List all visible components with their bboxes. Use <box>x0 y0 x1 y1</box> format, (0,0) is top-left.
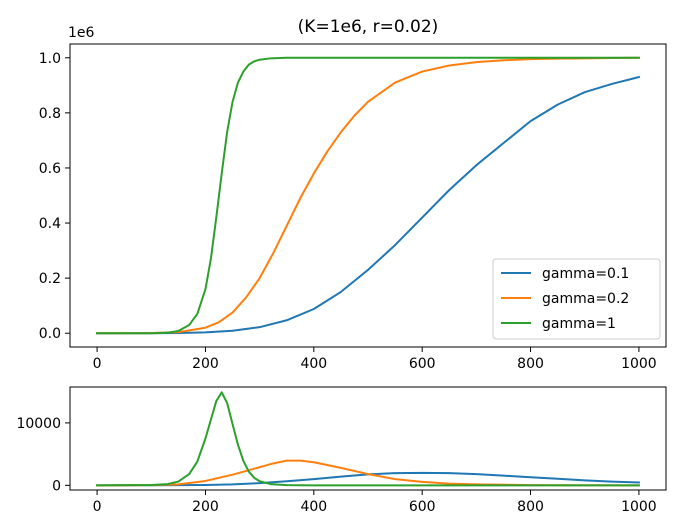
bottom-axes-frame <box>69 386 667 491</box>
top-x-tick-label: 400 <box>300 356 327 372</box>
top-x-tick-label: 1000 <box>621 356 657 372</box>
top-x-tick-label: 0 <box>93 356 102 372</box>
top-y-tick-label: 1.0 <box>39 51 61 67</box>
legend-label-2: gamma=1 <box>542 316 616 332</box>
top-x-tick-label: 600 <box>409 356 436 372</box>
bottom-x-tick-label: 400 <box>300 499 327 515</box>
bottom-x-tick-label: 1000 <box>621 499 657 515</box>
legend-label-1: gamma=0.2 <box>542 291 629 307</box>
top-y-tick-label: 0.2 <box>39 271 61 287</box>
top-plot-area: 0 200 400 600 800 1000 0.0 0.2 0.4 0.6 0.8 1.0 <box>39 43 667 372</box>
legend-label-0: gamma=0.1 <box>542 266 629 282</box>
top-series-line-1 <box>96 56 640 335</box>
bottom-series-line-0 <box>96 471 640 487</box>
top-x-tick-label: 800 <box>517 356 544 372</box>
top-x-tick-label: 200 <box>192 356 219 372</box>
top-y-tick-label: 0.6 <box>39 161 61 177</box>
bottom-x-tick-label: 800 <box>517 499 544 515</box>
chart-title: (K=1e6, r=0.02) <box>298 17 439 37</box>
top-axes-frame <box>69 43 667 348</box>
legend-box <box>492 258 661 340</box>
bottom-x-tick-label: 0 <box>93 499 102 515</box>
top-series-line-2 <box>96 56 640 335</box>
top-series-line-0 <box>96 75 641 335</box>
legend: gamma=0.1 gamma=0.2 gamma=1 <box>492 258 661 340</box>
bottom-x-tick-label: 200 <box>192 499 219 515</box>
top-y-tick-label: 0.0 <box>39 326 61 342</box>
top-y-tick-label: 0.4 <box>39 216 61 232</box>
bottom-series-line-2 <box>96 391 640 487</box>
y-offset-label: 1e6 <box>68 25 95 41</box>
bottom-y-tick-label: 0 <box>52 478 61 494</box>
bottom-y-tick-label: 10000 <box>16 416 61 432</box>
bottom-x-tick-label: 600 <box>409 499 436 515</box>
top-y-tick-label: 0.8 <box>39 106 61 122</box>
